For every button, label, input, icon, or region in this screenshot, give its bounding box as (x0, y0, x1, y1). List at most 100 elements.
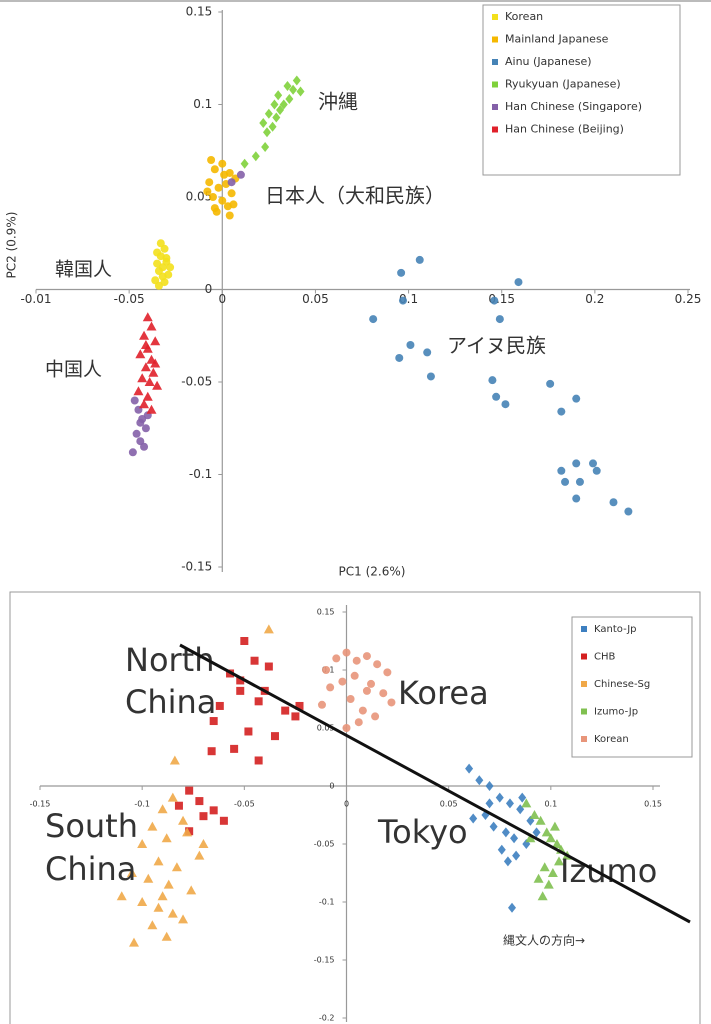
annotation: South (45, 807, 138, 845)
point (539, 862, 550, 872)
point (259, 118, 268, 128)
point (218, 159, 227, 168)
y-tick-label: 0.15 (186, 5, 213, 19)
point (395, 353, 404, 362)
point (490, 296, 499, 305)
point (210, 165, 219, 174)
point (147, 821, 158, 831)
point (326, 683, 335, 692)
chart-frame (9, 591, 701, 1024)
y-tick-label: -0.05 (314, 840, 335, 849)
point (379, 689, 388, 698)
point (354, 718, 363, 727)
point (148, 367, 159, 377)
point (387, 698, 396, 707)
point (272, 112, 281, 123)
annotation: Korea (398, 674, 489, 712)
point (264, 108, 273, 119)
point (362, 652, 371, 661)
y-tick-label: 0.15 (317, 608, 335, 617)
annotation: Izumo (560, 852, 657, 890)
annotation: 中国人 (45, 359, 102, 381)
legend-label: Chinese-Sg (594, 679, 650, 690)
point (495, 792, 504, 803)
point (529, 810, 540, 819)
point (153, 259, 162, 268)
point (338, 677, 347, 686)
point (207, 747, 216, 756)
point (178, 914, 189, 924)
point (398, 296, 407, 305)
point (128, 448, 137, 457)
point (572, 459, 581, 468)
legend-marker (492, 81, 498, 88)
legend-marker (492, 14, 498, 20)
point (210, 204, 219, 213)
point (126, 868, 137, 877)
point (146, 404, 157, 414)
x-tick-label: 0.1 (544, 800, 557, 809)
x-tick-label: 0.05 (302, 292, 329, 306)
annotation: North (125, 641, 215, 679)
point (373, 660, 382, 669)
point (485, 798, 494, 809)
point (279, 99, 288, 110)
point (469, 813, 478, 824)
point (291, 712, 300, 721)
point (263, 624, 274, 634)
annotation: Tokyo (377, 813, 468, 851)
point (140, 442, 149, 451)
point (554, 856, 565, 866)
point (251, 151, 260, 162)
point (262, 127, 271, 138)
point (229, 200, 238, 209)
point (346, 695, 355, 703)
legend-label: Kanto-Jp (594, 624, 637, 635)
x-tick-label: 0.05 (440, 800, 458, 809)
point (156, 239, 165, 248)
point (139, 330, 150, 340)
point (281, 706, 290, 715)
point (609, 498, 618, 507)
point (158, 272, 167, 281)
point (167, 908, 178, 918)
y-tick-label: -0.15 (314, 956, 335, 965)
point (133, 386, 144, 396)
point (508, 902, 517, 913)
x-tick-label: 0.25 (675, 292, 702, 306)
legend-label: Mainland Japanese (505, 33, 609, 46)
point (220, 170, 229, 179)
point (510, 833, 519, 844)
legend-label: Ainu (Japanese) (505, 55, 592, 68)
point (157, 891, 168, 901)
point (572, 394, 581, 403)
y-tick-label: -0.15 (181, 560, 212, 574)
point (230, 744, 239, 753)
legend-marker (492, 59, 498, 65)
point (135, 349, 146, 359)
point (514, 278, 523, 287)
trend-line (179, 643, 691, 924)
point (537, 891, 548, 901)
point (264, 662, 273, 671)
x-tick-label: -0.1 (134, 800, 150, 809)
point (274, 90, 283, 101)
y-tick-label: -0.2 (319, 1014, 335, 1023)
point (219, 816, 228, 825)
legend-label: CHB (594, 652, 616, 663)
point (543, 879, 554, 889)
x-tick-label: -0.15 (30, 800, 51, 809)
legend-label: Korean (594, 734, 629, 745)
point (317, 700, 326, 709)
point (166, 263, 175, 272)
x-tick-label: 0 (218, 292, 226, 306)
legend-label: Izumo-Jp (594, 707, 638, 718)
point (501, 827, 510, 838)
x-tick-label: 0.2 (585, 292, 604, 306)
point (254, 697, 263, 706)
point (240, 637, 249, 645)
y-tick-label: 0.1 (193, 97, 212, 111)
annotation: 韓国人 (55, 259, 112, 281)
point (292, 75, 301, 86)
